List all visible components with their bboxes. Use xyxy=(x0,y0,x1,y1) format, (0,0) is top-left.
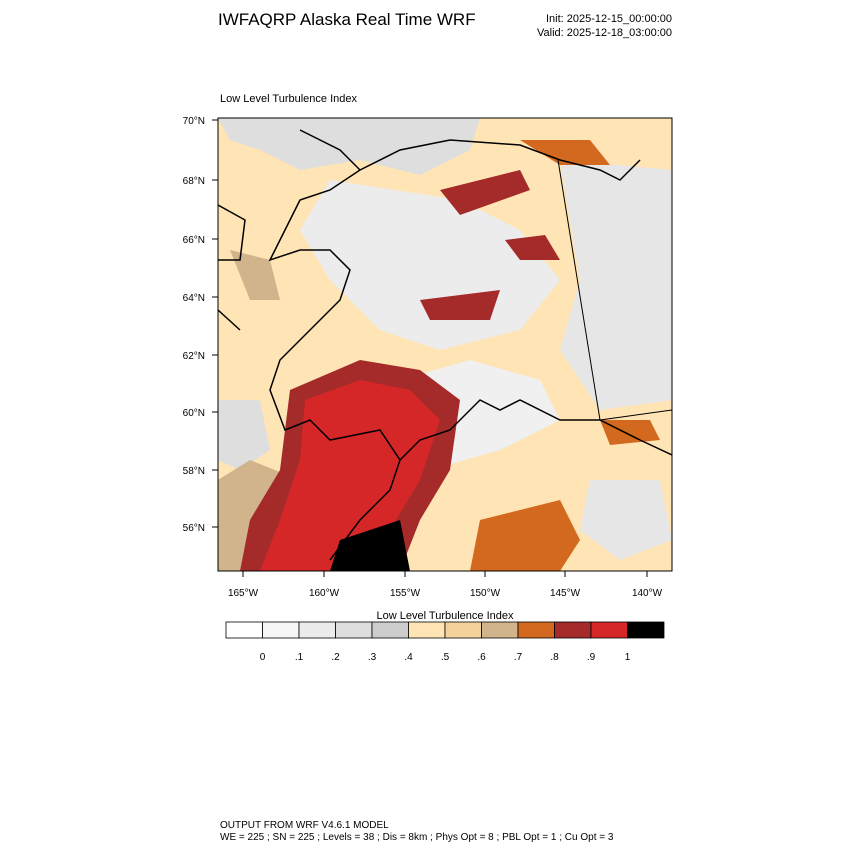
colorbar-label: .7 xyxy=(514,652,523,663)
coastlines xyxy=(218,129,672,561)
colorbar-box xyxy=(371,621,409,639)
colorbar-label: .8 xyxy=(550,652,559,663)
lon-label: 140°W xyxy=(632,588,663,599)
colorbar-title: Low Level Turbulence Index xyxy=(377,610,514,622)
lon-label: 160°W xyxy=(309,588,340,599)
colorbar-box xyxy=(590,621,628,639)
colorbar-box xyxy=(335,621,373,639)
title: IWFAQRP Alaska Real Time WRF xyxy=(218,10,476,29)
valid-time: Valid: 2025-12-18_03:00:00 xyxy=(537,27,672,39)
lat-label: 60°N xyxy=(183,408,205,419)
map-field xyxy=(218,118,672,571)
colorbar-label: .1 xyxy=(295,652,304,663)
colorbar-label: 0 xyxy=(260,652,266,663)
lon-labels: 165°W 160°W 155°W 150°W 145°W 140°W xyxy=(228,571,663,599)
lat-label: 70°N xyxy=(183,116,205,127)
colorbar-label: .2 xyxy=(331,652,340,663)
lon-label: 155°W xyxy=(390,588,421,599)
colorbar-box xyxy=(627,621,665,639)
map-frame xyxy=(217,117,673,572)
lon-label: 145°W xyxy=(550,588,581,599)
lat-label: 68°N xyxy=(183,176,205,187)
footer-line: WE = 225 ; SN = 225 ; Levels = 38 ; Dis … xyxy=(220,832,614,843)
colorbar-box xyxy=(225,621,263,639)
field-label: Low Level Turbulence Index xyxy=(220,93,357,105)
lat-label: 66°N xyxy=(183,235,205,246)
colorbar-label: .9 xyxy=(587,652,596,663)
colorbar-label: .3 xyxy=(368,652,377,663)
colorbar-label: 1 xyxy=(625,652,631,663)
lat-label: 62°N xyxy=(183,351,205,362)
lat-labels: 70°N 68°N 66°N 64°N 62°N 60°N 58°N 56°N xyxy=(183,116,218,534)
lon-label: 150°W xyxy=(470,588,501,599)
lat-label: 64°N xyxy=(183,293,205,304)
footer-line: OUTPUT FROM WRF V4.6.1 MODEL xyxy=(220,820,389,831)
colorbar-box xyxy=(298,621,336,639)
colorbar-label: .5 xyxy=(441,652,450,663)
colorbar: 0 .1 .2 .3 .4 .5 .6 .7 .8 .9 1 xyxy=(225,621,665,663)
colorbar-box xyxy=(517,621,555,639)
colorbar-box xyxy=(444,621,482,639)
colorbar-box xyxy=(408,621,446,639)
lon-label: 165°W xyxy=(228,588,259,599)
colorbar-box xyxy=(262,621,300,639)
colorbar-label: .4 xyxy=(404,652,413,663)
lat-label: 56°N xyxy=(183,523,205,534)
init-time: Init: 2025-12-15_00:00:00 xyxy=(546,13,672,25)
colorbar-box xyxy=(481,621,519,639)
lat-label: 58°N xyxy=(183,466,205,477)
colorbar-label: .6 xyxy=(477,652,486,663)
colorbar-box xyxy=(554,621,592,639)
